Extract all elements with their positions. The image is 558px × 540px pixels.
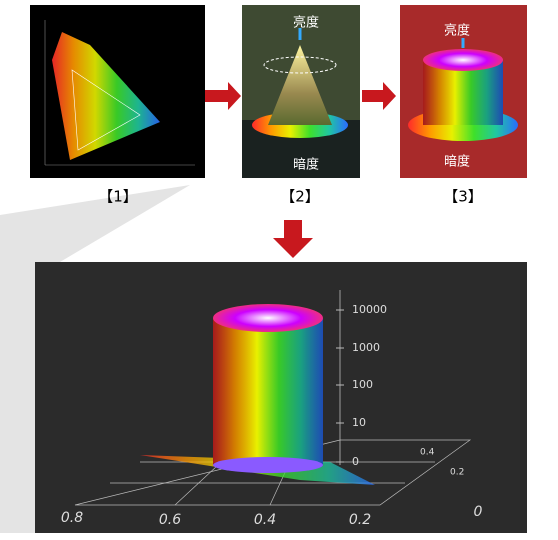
depth-tick-label: 0.2 bbox=[450, 468, 464, 478]
vertical-tick-label: 1000 bbox=[352, 341, 380, 354]
panel-label: 【2】 bbox=[280, 188, 320, 206]
arrow bbox=[362, 82, 396, 110]
top-label: 亮度 bbox=[293, 15, 319, 31]
gamut bbox=[52, 32, 160, 160]
x-tick-label: 0.2 bbox=[349, 512, 371, 528]
panel-label: 【1】 bbox=[98, 188, 138, 206]
x-tick-label: 0.8 bbox=[61, 510, 83, 526]
bottom-label: 暗度 bbox=[444, 154, 470, 170]
depth-tick-label: 0.4 bbox=[420, 448, 435, 458]
dash-ellipse bbox=[263, 56, 337, 74]
cylinder-top bbox=[423, 49, 503, 71]
panel-label: 【3】 bbox=[443, 188, 483, 206]
x-tick-label: 0.4 bbox=[254, 512, 276, 528]
vertical-tick-label: 0 bbox=[352, 455, 359, 468]
vertical-tick-label: 10 bbox=[352, 416, 366, 429]
cone bbox=[268, 45, 332, 125]
bottom-label: 暗度 bbox=[293, 157, 319, 173]
arrow bbox=[205, 82, 241, 110]
x-tick-label: 0 bbox=[474, 504, 483, 520]
cylinder-shade bbox=[213, 318, 323, 465]
down-arrow bbox=[273, 220, 313, 258]
cylinder-bottom bbox=[213, 457, 323, 473]
triangle bbox=[71, 69, 141, 151]
background-shape bbox=[0, 185, 190, 533]
top-label: 亮度 bbox=[444, 23, 470, 39]
x-tick-label: 0.6 bbox=[159, 512, 181, 528]
cylinder-top bbox=[213, 304, 323, 332]
vertical-tick-label: 10000 bbox=[352, 303, 387, 316]
vertical-tick-label: 100 bbox=[352, 378, 373, 391]
